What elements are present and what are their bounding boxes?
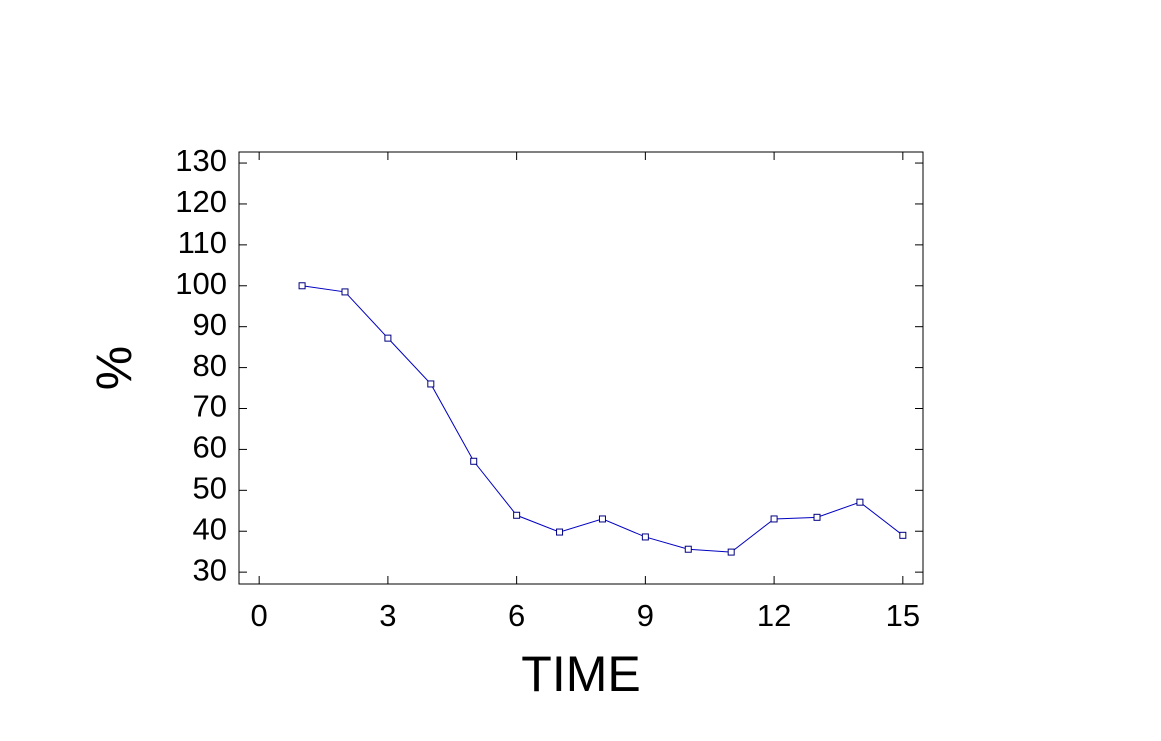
x-tick-label: 3 (379, 598, 396, 633)
point-marker (598, 515, 606, 523)
point-marker (470, 457, 478, 465)
point-marker (427, 380, 435, 388)
y-tick-label: 130 (175, 143, 227, 178)
y-tick-label: 30 (193, 552, 227, 587)
series-line (302, 285, 904, 553)
point-marker (727, 548, 735, 556)
y-tick-label: 70 (193, 389, 227, 424)
point-marker (856, 498, 864, 506)
y-tick-label: 40 (193, 511, 227, 546)
point-marker (899, 531, 907, 539)
y-tick-label: 50 (193, 471, 227, 506)
point-marker (641, 533, 649, 541)
y-tick-label: 100 (175, 266, 227, 301)
x-tick-label: 9 (637, 598, 654, 633)
x-axis-title: TIME (521, 646, 640, 702)
y-tick-label: 60 (193, 430, 227, 465)
y-tick-label: 80 (193, 348, 227, 383)
x-tick-label: 15 (886, 598, 920, 633)
point-marker (384, 334, 392, 342)
point-marker (770, 515, 778, 523)
y-tick-label: 110 (178, 225, 227, 260)
point-marker (556, 528, 564, 536)
y-tick-label: 120 (175, 184, 227, 219)
y-axis-title: % (86, 346, 142, 390)
point-marker (513, 511, 521, 519)
x-tick-label: 12 (757, 598, 791, 633)
point-marker (813, 513, 821, 521)
x-tick-label: 0 (251, 598, 268, 633)
point-marker (684, 545, 692, 553)
x-tick-label: 6 (508, 598, 525, 633)
point-marker (341, 288, 349, 296)
point-marker (298, 282, 306, 290)
y-tick-label: 90 (193, 307, 227, 342)
